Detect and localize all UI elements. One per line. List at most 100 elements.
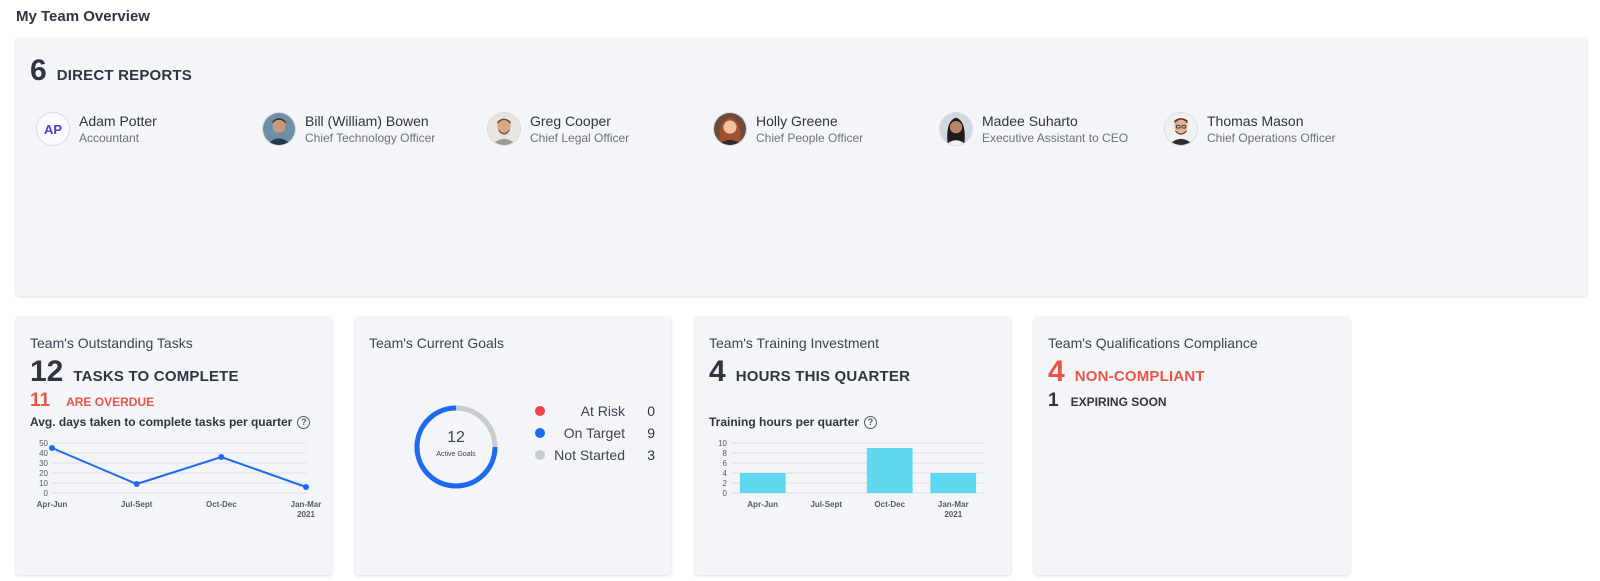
person-adam-potter[interactable]: AP Adam Potter Accountant [36,112,157,146]
avatar [1164,112,1198,146]
y-tick-label: 0 [44,489,49,498]
legend-item-at-risk: At Risk 0 [535,400,655,422]
x-tick-label-line2: 2021 [944,510,962,519]
page-title: My Team Overview [16,8,150,25]
x-tick-label-line2: 2021 [297,510,315,519]
donut-center: 12 Active Goals [412,403,500,491]
x-tick-label: Apr-Jun [37,500,68,509]
training-chart-caption: Training hours per quarter ? [709,415,878,429]
person-name[interactable]: Greg Cooper [530,112,611,129]
y-tick-label: 20 [39,469,48,478]
noncompliant-count: 4 [1048,355,1065,388]
y-tick-label: 4 [723,469,728,478]
x-tick-label: Jul-Sept [810,500,842,509]
person-name[interactable]: Bill (William) Bowen [305,112,429,129]
avatar [939,112,973,146]
expiring-label: EXPIRING SOON [1070,395,1167,409]
legend-value: 0 [647,403,655,419]
y-tick-label: 10 [718,439,727,448]
person-role: Chief Legal Officer [530,130,630,145]
qualifications-compliance-card[interactable]: Team's Qualifications Compliance 4 NON-C… [1034,317,1350,575]
person-photo-icon [1165,113,1197,145]
goals-donut-chart [414,405,498,489]
direct-reports-count: 6 [30,54,47,87]
outstanding-tasks-card[interactable]: Team's Outstanding Tasks 12 TASKS TO COM… [16,317,332,575]
person-name[interactable]: Holly Greene [756,112,838,129]
person-greg-cooper[interactable]: Greg Cooper Chief Legal Officer [487,112,629,146]
card-title: Team's Current Goals [369,335,504,351]
noncompliant-label: NON-COMPLIANT [1074,368,1205,385]
x-tick-label: Oct-Dec [206,500,237,509]
on-target-dot-icon [535,428,545,438]
y-tick-label: 40 [39,449,48,458]
person-madee-suharto[interactable]: Madee Suharto Executive Assistant to CEO [939,112,1128,146]
y-tick-label: 10 [39,479,48,488]
person-name[interactable]: Thomas Mason [1207,112,1304,129]
data-point [49,445,55,451]
legend-value: 9 [647,425,655,441]
x-tick-label: Apr-Jun [747,500,778,509]
card-title: Team's Qualifications Compliance [1048,335,1258,351]
direct-reports-header: 6 DIRECT REPORTS [30,56,192,86]
person-bill-bowen[interactable]: Bill (William) Bowen Chief Technology Of… [262,112,435,146]
avatar [713,112,747,146]
legend-item-not-started: Not Started 3 [535,444,655,466]
x-tick-label: Oct-Dec [874,500,905,509]
noncompliant-row: 4 NON-COMPLIANT [1048,357,1205,387]
y-tick-label: 8 [723,449,728,458]
bar [930,473,977,493]
bar [739,473,786,493]
bar [866,448,913,493]
x-tick-label: Jan-Mar [938,500,969,509]
person-role: Executive Assistant to CEO [982,130,1129,145]
current-goals-card[interactable]: Team's Current Goals 12 Active Goals At … [355,317,671,575]
tasks-chart-caption: Avg. days taken to complete tasks per qu… [30,415,311,429]
person-role: Chief Technology Officer [305,130,436,145]
help-icon[interactable]: ? [864,415,878,429]
donut-slice [414,405,498,489]
help-icon[interactable]: ? [297,415,311,429]
not-started-dot-icon [535,450,545,460]
person-role: Chief People Officer [756,130,864,145]
legend-label: Not Started [554,447,625,463]
person-photo-icon [714,113,746,145]
legend-item-on-target: On Target 9 [535,422,655,444]
expiring-row: 1 EXPIRING SOON [1048,391,1167,410]
data-point [218,454,225,460]
person-role: Chief Operations Officer [1207,130,1336,145]
legend-value: 3 [647,447,655,463]
legend-label: On Target [563,425,625,441]
legend-label: At Risk [580,403,625,419]
avatar: AP [36,112,70,146]
tasks-overdue-label: ARE OVERDUE [66,395,155,409]
x-tick-label: Jan-Mar [291,500,322,509]
person-photo-icon [940,113,972,145]
card-title: Team's Training Investment [709,335,879,351]
active-goals-label: Active Goals [436,451,476,458]
x-tick-label: Jul-Sept [121,500,153,509]
person-thomas-mason[interactable]: Thomas Mason Chief Operations Officer [1164,112,1336,146]
person-role: Accountant [79,130,140,145]
y-tick-label: 50 [39,439,48,448]
person-name[interactable]: Adam Potter [79,112,157,129]
tasks-total-count: 12 [30,355,64,388]
training-hours-row: 4 HOURS THIS QUARTER [709,357,910,387]
avatar [262,112,296,146]
y-tick-label: 6 [723,459,728,468]
y-tick-label: 2 [723,479,728,488]
y-tick-label: 30 [39,459,48,468]
person-holly-greene[interactable]: Holly Greene Chief People Officer [713,112,863,146]
tasks-total-row: 12 TASKS TO COMPLETE [30,357,239,387]
training-hours-count: 4 [709,355,726,388]
training-investment-card[interactable]: Team's Training Investment 4 HOURS THIS … [695,317,1011,575]
tasks-total-label: TASKS TO COMPLETE [73,368,239,385]
person-photo-icon [488,113,520,145]
data-point [303,484,309,490]
direct-reports-card: 6 DIRECT REPORTS AP Adam Potter Accounta… [16,38,1587,296]
person-name[interactable]: Madee Suharto [982,112,1078,129]
goals-legend: At Risk 0 On Target 9 Not Started 3 [535,400,655,466]
data-point [133,481,140,487]
training-chart-caption-text: Training hours per quarter [709,415,860,429]
